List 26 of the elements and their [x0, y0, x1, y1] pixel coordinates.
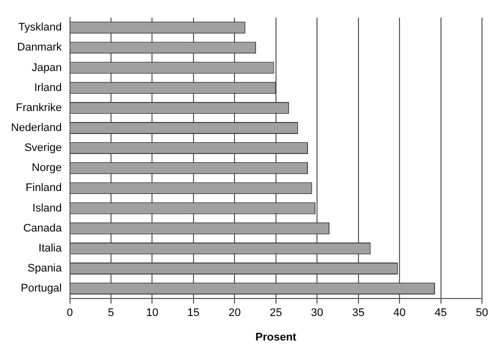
x-tick-label: 30 — [310, 307, 324, 320]
y-tick-label: Norge — [32, 162, 62, 174]
y-tick-label: Finland — [26, 182, 62, 194]
y-tick-label: Tyskland — [18, 22, 62, 34]
x-tick-label: 40 — [393, 307, 406, 320]
y-tick-label: Spania — [27, 262, 63, 275]
x-axis-title: Prosent — [255, 331, 297, 344]
y-tick-label: Nederland — [10, 122, 62, 134]
x-tick-label: 35 — [352, 307, 364, 320]
x-tick-label: 15 — [187, 307, 200, 320]
y-tick-label: Sverige — [24, 142, 62, 154]
y-tick-label: Italia — [38, 242, 63, 254]
y-tick-label: Portugal — [20, 282, 62, 295]
x-tick-label: 5 — [108, 307, 114, 320]
y-tick-label: Irland — [34, 82, 62, 94]
x-tick-label: 25 — [270, 307, 282, 320]
y-tick-label: Japan — [32, 62, 62, 74]
y-tick-label: Canada — [23, 222, 63, 234]
y-tick-label: Frankrike — [16, 102, 62, 114]
x-tick-label: 45 — [434, 307, 447, 320]
x-tick-label: 20 — [228, 307, 241, 320]
y-tick-label: Danmark — [17, 42, 62, 54]
x-tick-label: 0 — [66, 307, 73, 320]
x-tick-label: 50 — [476, 307, 488, 320]
y-tick-label: Island — [32, 202, 62, 214]
x-tick-label: 10 — [146, 307, 158, 320]
